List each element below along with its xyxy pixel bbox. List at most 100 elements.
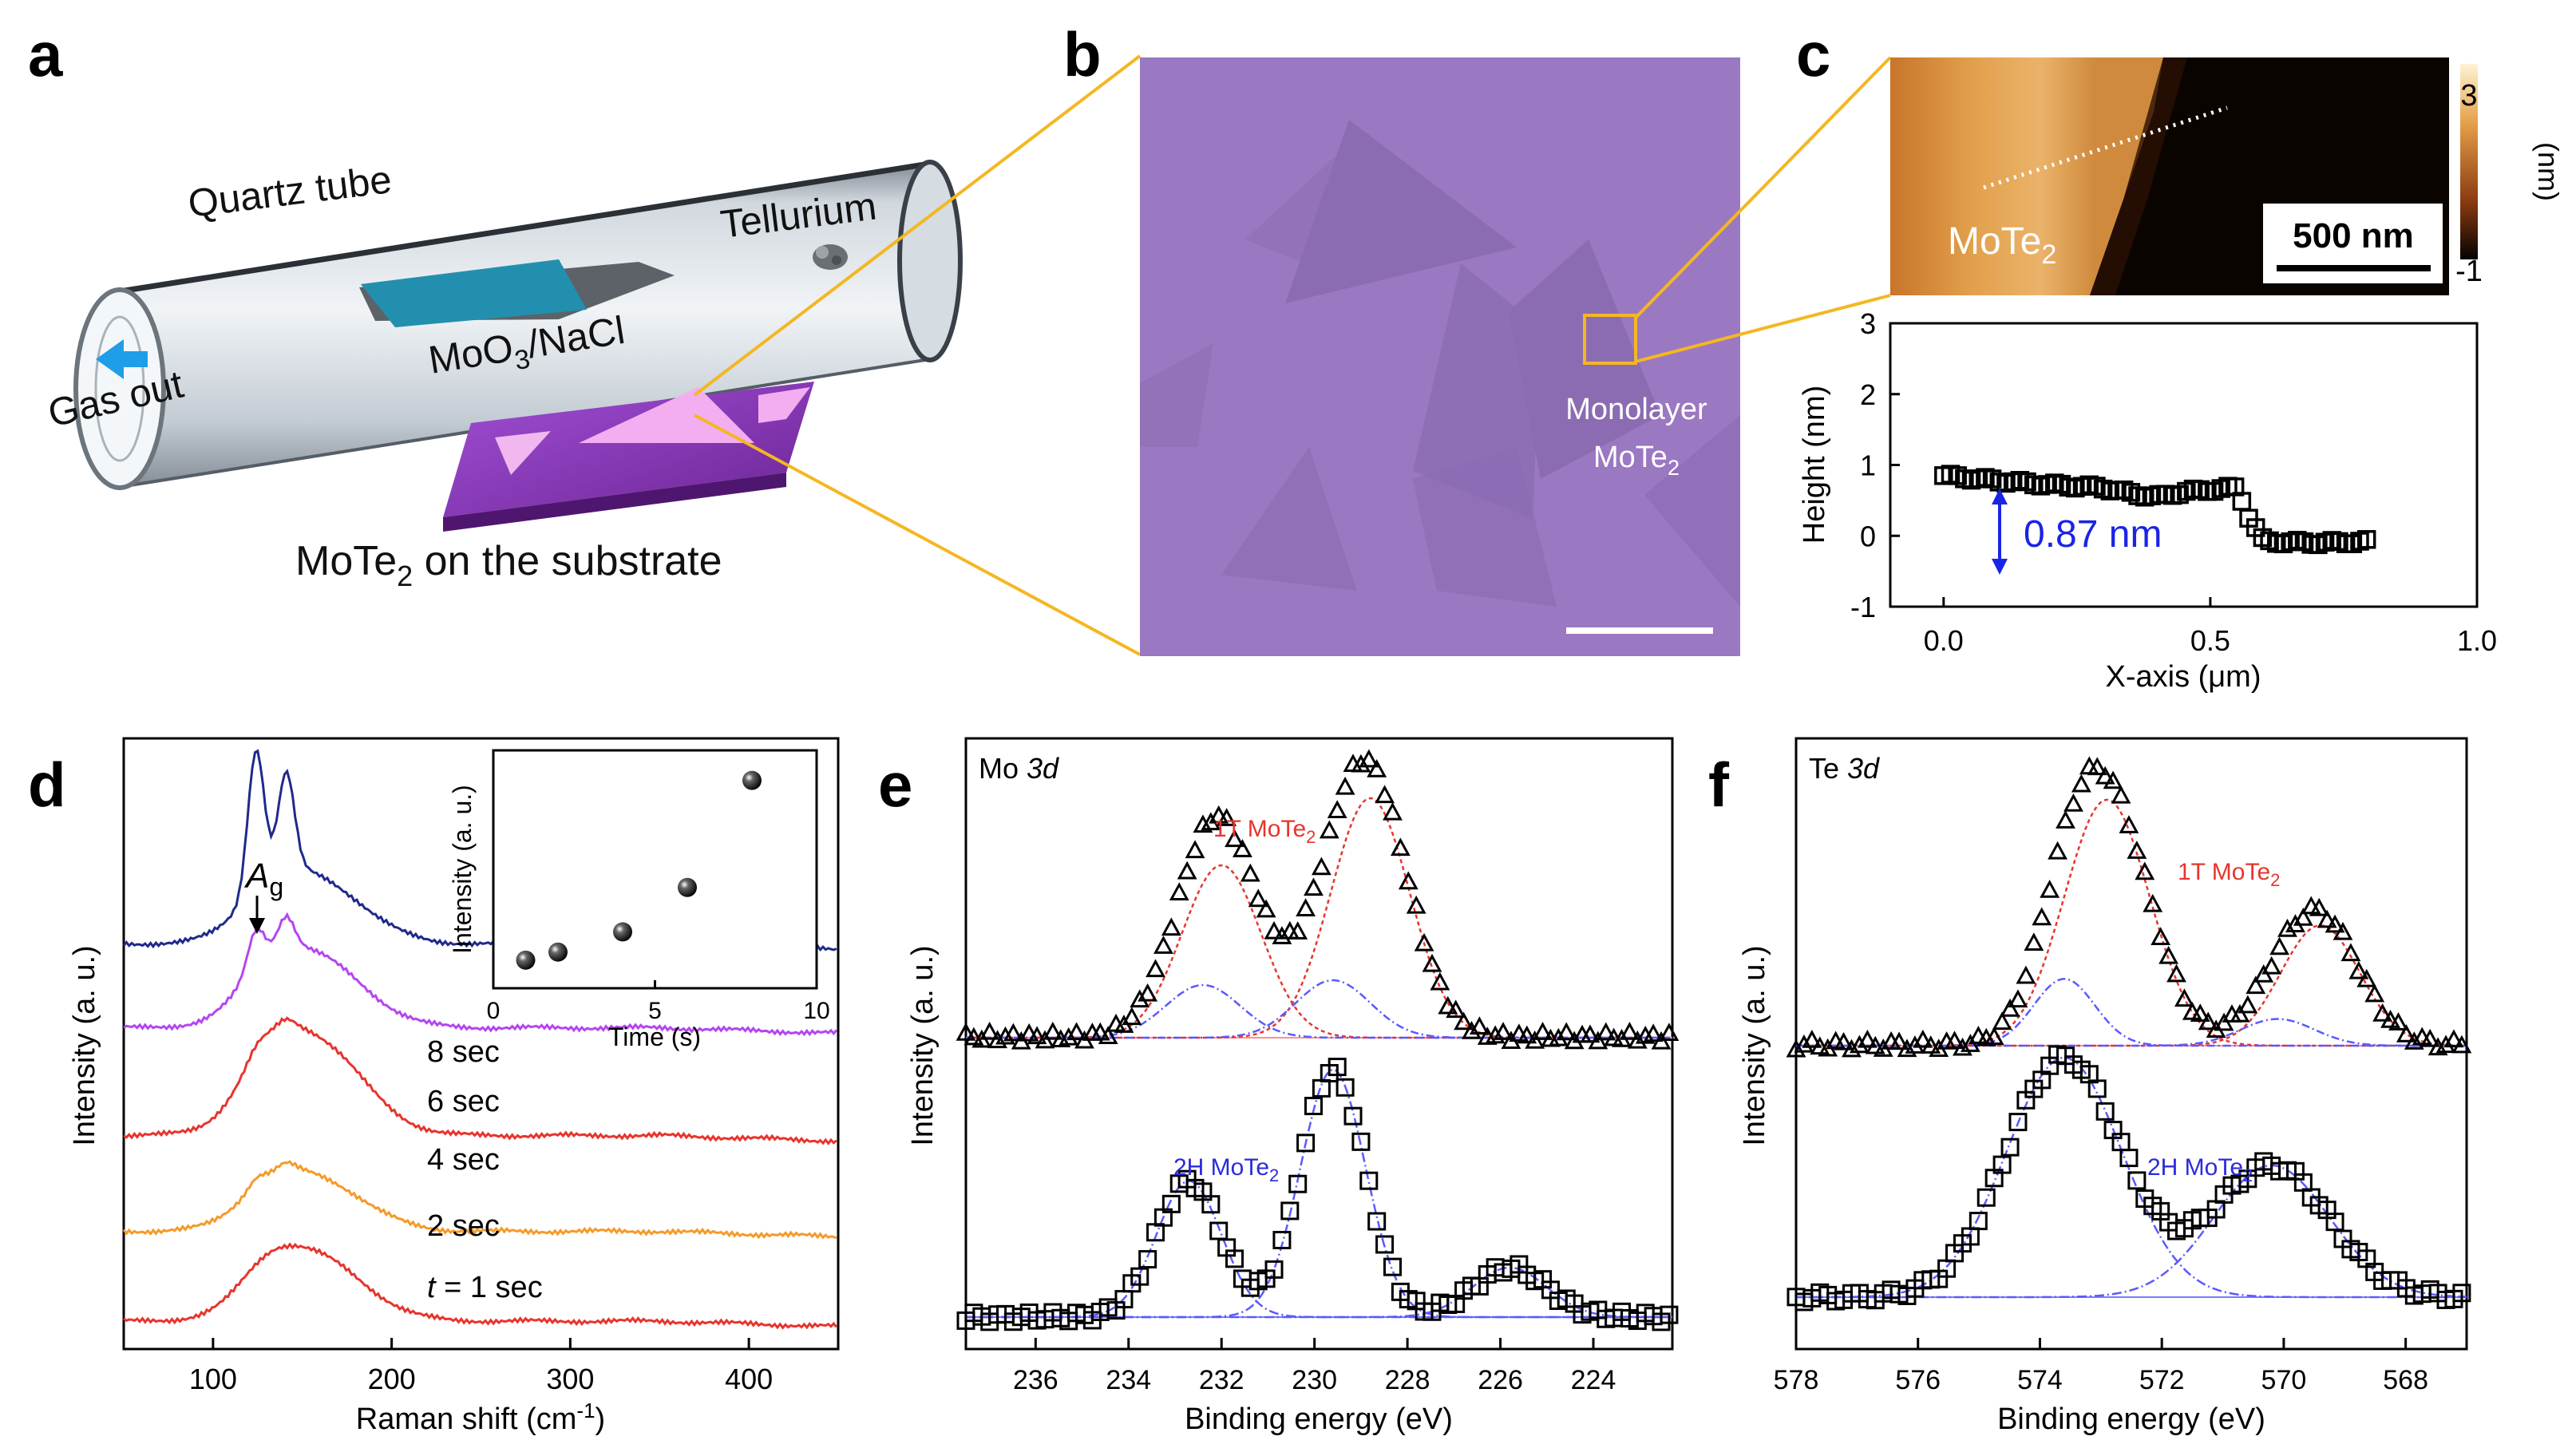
xps-top-point — [1122, 1007, 1142, 1026]
te3d-x-axis-label: Binding energy (eV) — [1997, 1403, 2265, 1436]
xps-top-point — [2348, 960, 2369, 979]
xps-top-point — [1422, 953, 1442, 972]
xps-top-point — [2000, 998, 2020, 1017]
xps-top-point — [1889, 1031, 1909, 1050]
xps-top-point — [1953, 1037, 1972, 1056]
xps-top-point — [2095, 766, 2115, 785]
xps-top-point — [2198, 1011, 2218, 1031]
xps-top-point — [1027, 1026, 1047, 1045]
xps-top-point — [1288, 921, 1308, 940]
xps-top-point — [2032, 907, 2052, 926]
xps-top-point — [1921, 1035, 1941, 1054]
te3d-title: Te 3d — [1809, 752, 1880, 785]
xps-top-point — [2016, 965, 2036, 984]
xps-bottom-point — [2008, 1113, 2028, 1132]
xps-top-point — [2024, 932, 2044, 952]
xps-bottom-point — [1969, 1212, 1988, 1231]
monolayer-formula: MoTe2 — [1593, 441, 1680, 480]
xps-top-point — [1138, 983, 1158, 1002]
xps-top-point — [2087, 757, 2107, 776]
xps-top-point — [2435, 1035, 2456, 1054]
xps-bottom-point — [1343, 1106, 1363, 1126]
xps-top-point — [1517, 1025, 1537, 1044]
xps-top-point — [1248, 888, 1268, 908]
mo3d-title: Mo 3d — [979, 752, 1059, 785]
xps-top-point — [1035, 1030, 1055, 1049]
xps-top-point — [1485, 1025, 1506, 1044]
xps-top-point — [2071, 774, 2091, 793]
xps-top-point — [2190, 1003, 2210, 1022]
xps-top-point — [2325, 914, 2345, 933]
xps-top-point — [2166, 963, 2186, 983]
raman-series-line — [123, 1016, 837, 1145]
x-tick-label: 236 — [1013, 1365, 1058, 1395]
colorbar-unit: (nm) — [2532, 142, 2564, 201]
raman-series-line — [123, 1242, 837, 1330]
xps-top-point — [2364, 983, 2385, 1003]
te3d-2h-label: 2H MoTe2 — [2147, 1154, 2253, 1185]
raman-inset-frame — [492, 749, 818, 990]
x-tick-label: 224 — [1571, 1365, 1616, 1395]
xps-top-point — [1043, 1021, 1063, 1040]
x-tick-label: 574 — [2017, 1365, 2063, 1395]
xps-top-point — [1620, 1022, 1640, 1040]
xps-top-point — [2127, 841, 2147, 859]
substrate-stage — [443, 382, 814, 532]
step-arrow-head-down-icon — [1992, 559, 2008, 575]
xps-top-point — [1217, 808, 1237, 826]
xps-top-point — [1794, 1034, 1814, 1053]
xps-top-point — [1802, 1029, 1822, 1048]
panel-f-te3d: 578 576 574 572 570 568 Te 3d 1T MoTe2 2H MoT… — [1738, 737, 2472, 1436]
panel-letter-f: f — [1708, 750, 1730, 820]
xps-top-point — [1209, 805, 1229, 824]
xps-bottom-point — [1280, 1201, 1300, 1221]
raman-peak-arrow-head-icon — [249, 918, 265, 934]
xps-bottom-point — [1288, 1174, 1308, 1193]
x-tick-label: 578 — [1774, 1365, 1819, 1395]
xps-bottom-point — [1992, 1155, 2012, 1174]
xps-top-point — [2443, 1029, 2464, 1048]
raman-series-line — [123, 912, 837, 1037]
xps-bottom-point — [1264, 1260, 1284, 1279]
xps-bottom-point — [1351, 1132, 1371, 1151]
xps-top-point — [1153, 936, 1173, 954]
x-tick-label: 570 — [2261, 1365, 2307, 1395]
panel-letter-c: c — [1796, 19, 1830, 89]
xps-fit-curve — [966, 864, 1671, 1039]
scale-bar-label: 500 nm — [2293, 216, 2414, 255]
xps-top-point — [1849, 1035, 1870, 1054]
xps-top-point — [2063, 793, 2083, 812]
xps-top-point — [1090, 1022, 1110, 1041]
xps-top-point — [2340, 943, 2361, 962]
raman-series-label: 2 sec — [427, 1209, 500, 1243]
xps-top-point — [2317, 909, 2337, 928]
xps-top-point — [1438, 995, 1458, 1015]
panel-a-schematic: Quartz tube Tellurium Gas out MoO3/NaCl … — [44, 158, 963, 592]
tellurium-source-icon — [813, 244, 848, 270]
xps-bottom-point — [1304, 1097, 1324, 1116]
x-tick-label: 576 — [1895, 1365, 1941, 1395]
y-tick-label: 3 — [1860, 307, 1876, 340]
xps-top-point — [1905, 1035, 1925, 1054]
xps-top-point — [1865, 1035, 1885, 1054]
mo3d-y-axis-label: Intensity (a. u.) — [906, 945, 940, 1145]
xps-top-point — [1256, 899, 1276, 918]
afm-profile-line — [1983, 105, 2228, 190]
xps-top-point — [1233, 839, 1252, 857]
xps-top-point — [1319, 820, 1339, 839]
xps-bottom-point — [1660, 1305, 1679, 1324]
x-tick-label: 0.0 — [1924, 624, 1964, 657]
mo3d-2h-label: 2H MoTe2 — [1173, 1154, 1279, 1185]
xps-top-point — [2151, 927, 2171, 945]
xps-top-point — [1398, 871, 1419, 890]
y-tick-label: 1 — [1860, 449, 1876, 482]
xps-top-point — [1430, 971, 1450, 991]
xps-top-point — [1454, 1011, 1474, 1031]
xps-top-point — [995, 1026, 1015, 1045]
inset-data-point — [516, 950, 536, 970]
xps-top-point — [1897, 1039, 1917, 1058]
x-tick-label: 200 — [368, 1363, 416, 1395]
xps-top-point — [1272, 926, 1292, 944]
x-tick-label: 568 — [2383, 1365, 2428, 1395]
inset-x-tick-label: 5 — [648, 998, 662, 1024]
